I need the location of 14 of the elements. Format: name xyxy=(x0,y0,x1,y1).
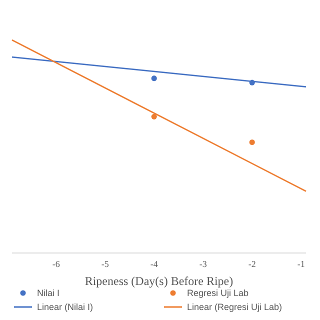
point xyxy=(249,139,255,146)
x-tick-label: -3 xyxy=(199,259,208,269)
point xyxy=(151,76,157,82)
x-tick-label: -6 xyxy=(52,259,60,269)
legend-label: Linear (Regresi Uji Lab) xyxy=(187,302,282,312)
x-tick-label: -5 xyxy=(101,259,110,269)
x-tick-label: -2 xyxy=(248,259,256,269)
legend-label: Linear (Nilai I) xyxy=(37,302,94,312)
legend-label: Regresi Uji Lab xyxy=(187,288,249,298)
point xyxy=(151,114,157,120)
x-axis-title: Ripeness (Day(s) Before Ripe) xyxy=(84,274,234,288)
x-tick-label: -1 xyxy=(297,259,305,269)
x-tick-label: -4 xyxy=(150,259,158,269)
legend-label: Nilai I xyxy=(37,288,60,298)
